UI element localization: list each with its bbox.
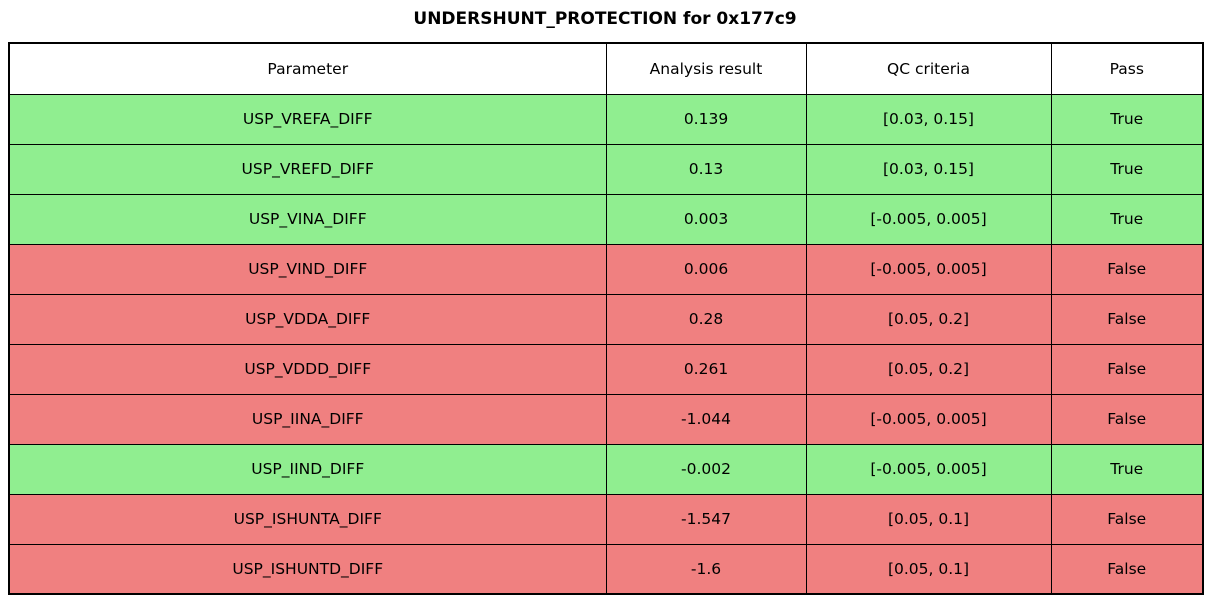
table-row: USP_IIND_DIFF -0.002 [-0.005, 0.005] True: [8, 443, 1204, 495]
table-row: USP_VDDA_DIFF 0.28 [0.05, 0.2] False: [8, 293, 1204, 345]
analysis-result-cell: -1.6: [605, 543, 807, 595]
qc-criteria-cell: [0.03, 0.15]: [805, 143, 1052, 195]
qc-criteria-cell: [0.05, 0.1]: [805, 493, 1052, 545]
header-row: Parameter Analysis result QC criteria Pa…: [8, 42, 1204, 95]
column-header-parameter: Parameter: [8, 42, 607, 95]
table-row: USP_VDDD_DIFF 0.261 [0.05, 0.2] False: [8, 343, 1204, 395]
parameter-cell: USP_ISHUNTD_DIFF: [8, 543, 607, 595]
qc-criteria-cell: [0.05, 0.1]: [805, 543, 1052, 595]
analysis-result-cell: 0.13: [605, 143, 807, 195]
qc-criteria-cell: [0.05, 0.2]: [805, 293, 1052, 345]
column-header-pass: Pass: [1050, 42, 1204, 95]
parameter-cell: USP_VDDD_DIFF: [8, 343, 607, 395]
analysis-result-cell: 0.28: [605, 293, 807, 345]
column-header-analysis-result: Analysis result: [605, 42, 807, 95]
parameter-cell: USP_ISHUNTA_DIFF: [8, 493, 607, 545]
pass-cell: False: [1050, 393, 1204, 445]
qc-criteria-cell: [-0.005, 0.005]: [805, 243, 1052, 295]
parameter-cell: USP_VREFD_DIFF: [8, 143, 607, 195]
chart-title: UNDERSHUNT_PROTECTION for 0x177c9: [413, 9, 797, 29]
analysis-result-cell: 0.003: [605, 193, 807, 245]
pass-cell: True: [1050, 143, 1204, 195]
qc-criteria-cell: [-0.005, 0.005]: [805, 393, 1052, 445]
parameter-cell: USP_VDDA_DIFF: [8, 293, 607, 345]
qc-criteria-cell: [-0.005, 0.005]: [805, 443, 1052, 495]
parameter-cell: USP_IIND_DIFF: [8, 443, 607, 495]
pass-cell: False: [1050, 343, 1204, 395]
qc-results-table: Parameter Analysis result QC criteria Pa…: [8, 42, 1204, 595]
table-body: USP_VREFA_DIFF 0.139 [0.03, 0.15] True USP_V…: [8, 93, 1204, 595]
table-row: USP_VREFD_DIFF 0.13 [0.03, 0.15] True: [8, 143, 1204, 195]
pass-cell: False: [1050, 543, 1204, 595]
column-header-qc-criteria: QC criteria: [805, 42, 1052, 95]
pass-cell: False: [1050, 293, 1204, 345]
parameter-cell: USP_VIND_DIFF: [8, 243, 607, 295]
analysis-result-cell: -1.547: [605, 493, 807, 545]
pass-cell: False: [1050, 493, 1204, 545]
pass-cell: True: [1050, 93, 1204, 145]
parameter-cell: USP_VINA_DIFF: [8, 193, 607, 245]
analysis-result-cell: 0.139: [605, 93, 807, 145]
table-row: USP_VINA_DIFF 0.003 [-0.005, 0.005] True: [8, 193, 1204, 245]
table-row: USP_VIND_DIFF 0.006 [-0.005, 0.005] False: [8, 243, 1204, 295]
parameter-cell: USP_IINA_DIFF: [8, 393, 607, 445]
analysis-result-cell: 0.006: [605, 243, 807, 295]
pass-cell: True: [1050, 443, 1204, 495]
parameter-cell: USP_VREFA_DIFF: [8, 93, 607, 145]
analysis-result-cell: 0.261: [605, 343, 807, 395]
table-row: USP_VREFA_DIFF 0.139 [0.03, 0.15] True: [8, 93, 1204, 145]
qc-criteria-cell: [0.05, 0.2]: [805, 343, 1052, 395]
table-row: USP_ISHUNTD_DIFF -1.6 [0.05, 0.1] False: [8, 543, 1204, 595]
table-row: USP_ISHUNTA_DIFF -1.547 [0.05, 0.1] False: [8, 493, 1204, 545]
qc-criteria-cell: [0.03, 0.15]: [805, 93, 1052, 145]
analysis-result-cell: -0.002: [605, 443, 807, 495]
pass-cell: False: [1050, 243, 1204, 295]
analysis-result-cell: -1.044: [605, 393, 807, 445]
qc-criteria-cell: [-0.005, 0.005]: [805, 193, 1052, 245]
table-row: USP_IINA_DIFF -1.044 [-0.005, 0.005] False: [8, 393, 1204, 445]
pass-cell: True: [1050, 193, 1204, 245]
